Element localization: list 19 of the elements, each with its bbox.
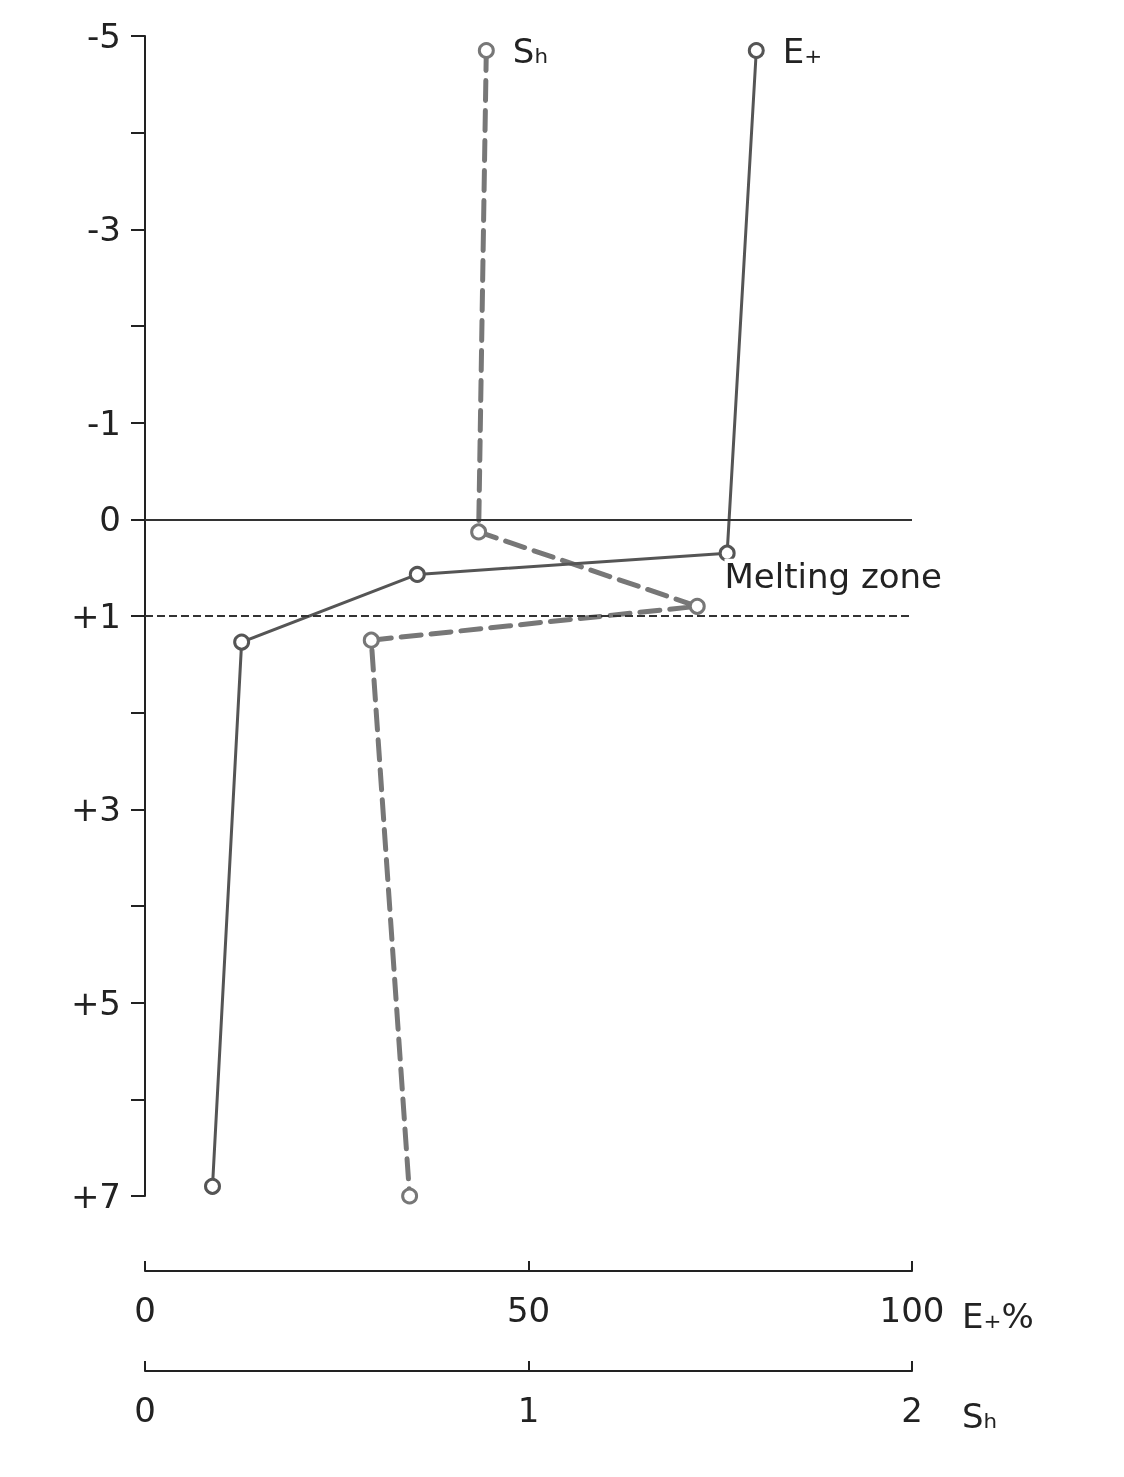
y-tick-label: +5 <box>70 982 121 1023</box>
x2-tick-label: 1 <box>517 1390 540 1430</box>
x-tick-label: 100 <box>879 1290 945 1330</box>
y-tick-label: 0 <box>99 499 121 540</box>
y-tick-label: -1 <box>87 402 121 443</box>
series-label: E₊ <box>782 30 823 71</box>
x-tick-label: 50 <box>506 1290 551 1330</box>
x2-tick-label: 0 <box>134 1390 156 1430</box>
annotation: Melting zone <box>724 555 942 596</box>
y-tick-label: +7 <box>70 1176 121 1216</box>
series-label: Sₕ <box>512 30 549 71</box>
x-tick-label: 0 <box>134 1290 156 1330</box>
y-tick-label: -5 <box>87 16 121 56</box>
x-axis-title: E₊% <box>962 1296 1034 1336</box>
y-tick-label: +1 <box>70 596 121 636</box>
y-tick-label: +3 <box>70 789 121 830</box>
x2-tick-label: 2 <box>901 1390 923 1430</box>
x2-axis-title: Sₕ <box>962 1396 998 1436</box>
y-tick-label: -3 <box>87 209 121 250</box>
